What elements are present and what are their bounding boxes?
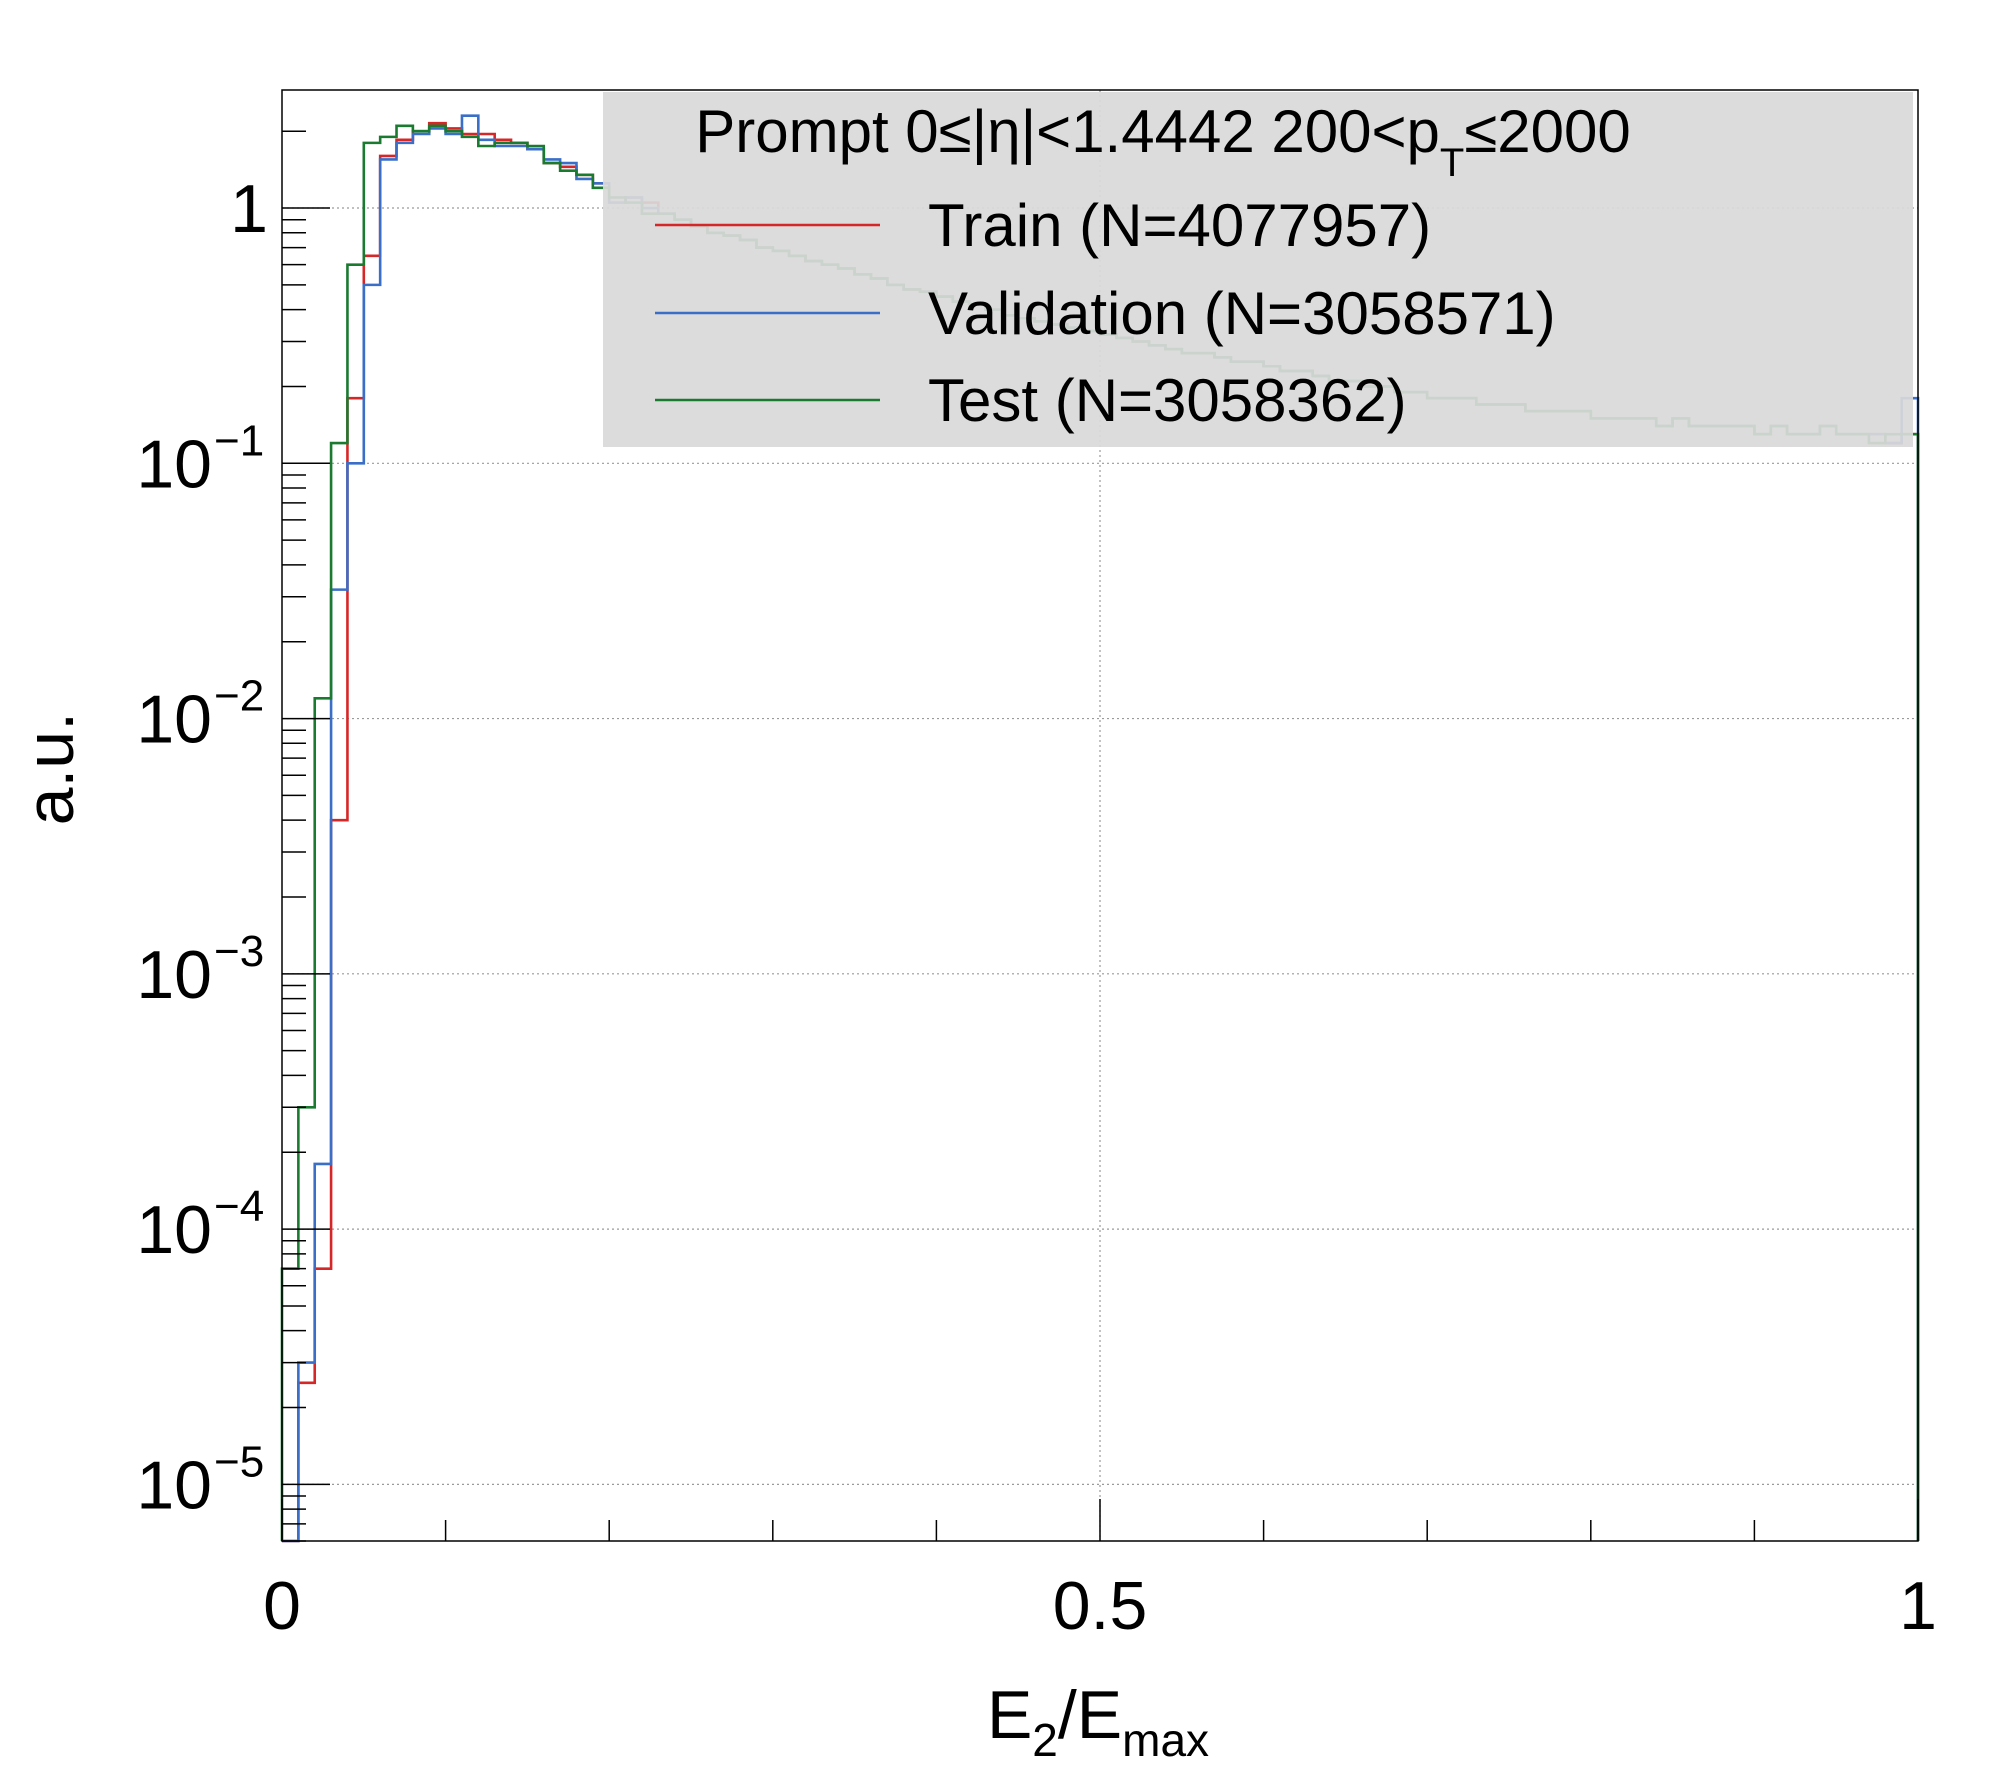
legend: Prompt 0≤|η|<1.4442 200<pT≤2000 Train (N… <box>603 92 1913 447</box>
y-tick-label-exponent: −1 <box>214 416 264 465</box>
x-axis-label-slash: /E <box>1058 1677 1122 1753</box>
x-axis-label-sub1: 2 <box>1032 1714 1058 1766</box>
y-tick-label: 1 <box>230 171 268 247</box>
y-tick-label: 10 <box>136 937 212 1013</box>
legend-label-1: Train (N=4077957) <box>928 192 1431 259</box>
x-axis-label-sub2: max <box>1122 1714 1209 1766</box>
legend-entries: Train (N=4077957) Validation (N=3058571) T… <box>655 192 1556 434</box>
legend-header-text: Prompt 0≤|η|<1.4442 200<p <box>695 98 1440 165</box>
legend-header-text-2: ≤2000 <box>1464 98 1630 165</box>
y-axis-label: a.u. <box>12 712 88 825</box>
y-tick-label-exponent: −5 <box>214 1437 264 1486</box>
legend-background <box>603 92 1913 447</box>
y-tick-label-exponent: −2 <box>214 672 264 721</box>
legend-header-sub: T <box>1440 141 1464 185</box>
legend-label-3: Test (N=3058362) <box>928 367 1407 434</box>
y-tick-label: 10 <box>136 1447 212 1523</box>
x-axis-label: E2/Emax <box>987 1677 1209 1766</box>
x-tick-label: 0 <box>263 1568 301 1644</box>
x-tick-label: 0.5 <box>1053 1568 1148 1644</box>
y-tick-label: 10 <box>136 682 212 758</box>
legend-header: Prompt 0≤|η|<1.4442 200<pT≤2000 <box>695 98 1630 185</box>
y-tick-label-exponent: −4 <box>214 1182 264 1231</box>
y-tick-label-exponent: −3 <box>214 927 264 976</box>
y-tick-label: 10 <box>136 1192 212 1268</box>
x-tick-label: 1 <box>1899 1568 1937 1644</box>
legend-label-2: Validation (N=3058571) <box>928 280 1556 347</box>
y-tick-label: 10 <box>136 426 212 502</box>
x-axis-label-main: E <box>987 1677 1032 1753</box>
